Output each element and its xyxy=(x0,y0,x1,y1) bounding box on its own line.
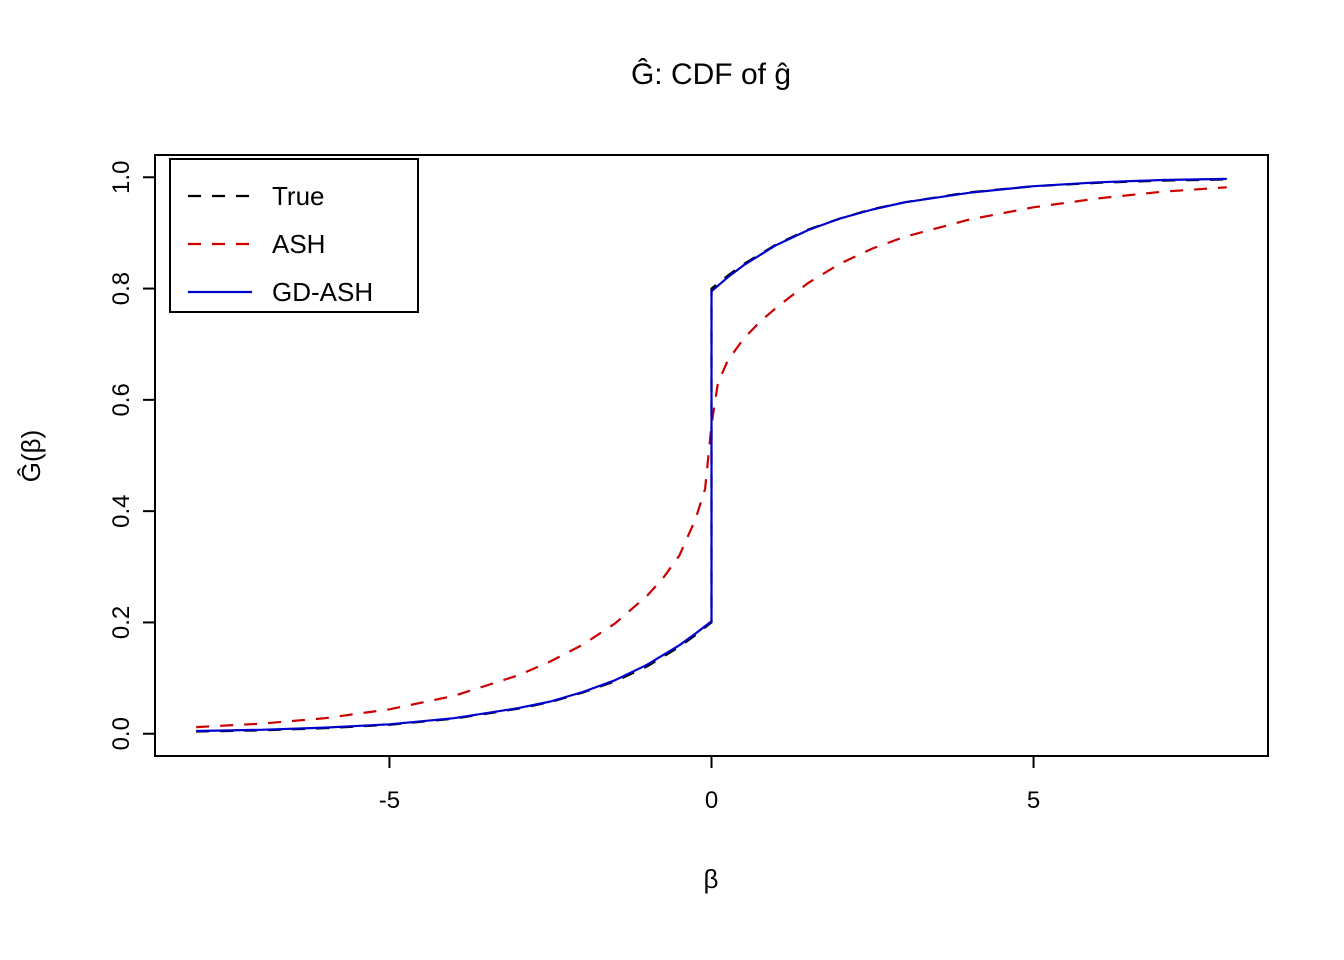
series-lines xyxy=(196,177,1227,733)
x-tick-label: -5 xyxy=(379,787,400,814)
x-tick-label: 5 xyxy=(1027,787,1040,814)
x-tick-label: 0 xyxy=(705,787,718,814)
x-axis-label: β xyxy=(704,864,719,894)
y-axis-label: Ĝ(β) xyxy=(16,430,46,483)
y-tick-label: 0.8 xyxy=(108,272,135,305)
plot-title: Ĝ: CDF of ĝ xyxy=(631,57,791,91)
y-tick-label: 1.0 xyxy=(108,161,135,194)
y-tick-label: 0.4 xyxy=(108,494,135,527)
legend-box xyxy=(169,158,419,313)
legend-label-ash: ASH xyxy=(272,229,325,259)
legend-label-true: True xyxy=(272,181,325,211)
legend: True ASH GD-ASH xyxy=(169,158,419,313)
legend-entries: True ASH GD-ASH xyxy=(188,181,373,307)
y-axis-ticks: 0.0 0.2 0.4 0.6 0.8 1.0 xyxy=(108,161,155,750)
y-tick-label: 0.6 xyxy=(108,383,135,416)
legend-label-gd-ash: GD-ASH xyxy=(272,277,373,307)
series-line-gd-ash xyxy=(196,177,1227,733)
y-tick-label: 0.2 xyxy=(108,606,135,639)
y-tick-label: 0.0 xyxy=(108,717,135,750)
x-axis-ticks: -5 0 5 xyxy=(379,756,1040,814)
